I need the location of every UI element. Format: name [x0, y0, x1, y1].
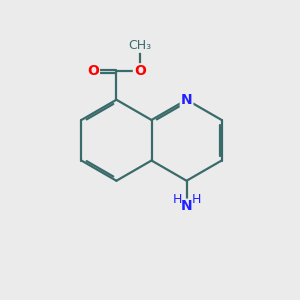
Text: N: N	[181, 199, 192, 213]
Text: CH₃: CH₃	[128, 39, 152, 52]
Text: H: H	[172, 193, 182, 206]
Text: H: H	[191, 193, 201, 206]
Text: N: N	[181, 93, 192, 107]
Text: O: O	[134, 64, 146, 78]
Text: O: O	[87, 64, 99, 78]
